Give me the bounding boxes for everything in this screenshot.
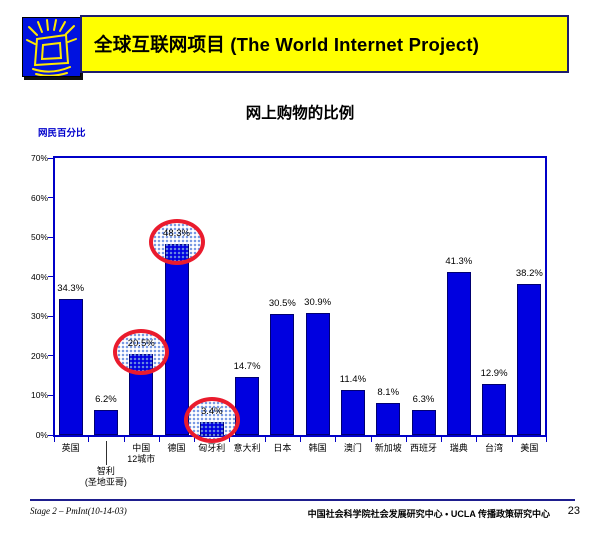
x-tick-mark <box>476 437 478 442</box>
y-tick-label: 10% <box>30 390 48 401</box>
y-tick-mark <box>48 394 53 396</box>
y-tick-label: 70% <box>30 153 48 163</box>
bar-value-label: 48.3% <box>163 227 190 239</box>
y-tick-label: 30% <box>30 311 48 322</box>
x-axis-label: 智利 (圣地亚哥) <box>84 466 127 487</box>
bar <box>411 410 436 435</box>
x-axis-label: 新加坡 <box>374 443 402 453</box>
x-axis-label: 匈牙利 <box>198 443 226 453</box>
bar <box>270 314 295 435</box>
x-tick-mark <box>229 437 231 442</box>
bar-value-label: 41.3% <box>445 255 473 267</box>
footer-organization: 中国社会科学院社会发展研究中心 • UCLA 传播政策研究中心 <box>307 509 550 519</box>
bar-value-label: 14.7% <box>233 360 261 372</box>
bar <box>340 389 365 435</box>
chart-title: 网上购物的比例 <box>245 105 355 122</box>
x-tick-mark <box>511 437 513 442</box>
bar-chart: 0% 10% 20% 30% 40% 50% 60% 70% 34.3% 英国 6.2% 智利 (圣地亚… <box>31 153 547 487</box>
x-axis-label: 台湾 <box>485 443 504 453</box>
x-tick-mark <box>300 437 301 442</box>
bar <box>305 312 330 435</box>
x-tick-mark <box>441 437 443 442</box>
x-axis-label: 中国 12城市 <box>127 443 156 464</box>
bar-value-label: 38.2% <box>515 267 543 279</box>
title-banner: 全球互联网项目 (The World Internet Project) <box>80 15 569 73</box>
x-axis-label: 德国 <box>167 443 186 453</box>
x-axis-label: 瑞典 <box>449 443 468 453</box>
y-tick-mark <box>48 434 53 436</box>
x-axis-label: 日本 <box>273 443 292 453</box>
x-axis-label: 美国 <box>520 443 539 453</box>
y-tick-mark <box>48 236 53 238</box>
highlight-circle <box>183 396 240 443</box>
x-axis-label: 澳门 <box>343 443 362 453</box>
y-axis-title: 网民百分比 <box>38 128 86 139</box>
y-tick-mark <box>48 315 53 317</box>
x-tick-mark <box>546 437 547 442</box>
x-axis-label: 意大利 <box>233 443 261 453</box>
bar-value-label: 30.9% <box>304 296 332 308</box>
x-tick-mark <box>335 437 337 442</box>
y-tick-label: 60% <box>30 192 48 203</box>
highlight-circle <box>148 218 205 265</box>
y-tick-label: 50% <box>30 232 48 243</box>
shining-monitor-icon <box>22 17 81 77</box>
x-tick-mark <box>194 437 196 442</box>
footer-stage-label: Stage 2 – PmInt(10-14-03) <box>30 506 127 516</box>
bar-value-label: 6.3% <box>412 394 435 406</box>
y-tick-mark <box>48 157 53 159</box>
bar <box>93 410 118 435</box>
x-tick-mark <box>264 437 266 442</box>
x-tick-mark <box>88 437 90 442</box>
bar-value-label: 8.1% <box>377 386 400 398</box>
y-tick-mark <box>48 197 53 199</box>
bar-value-label: 20.5% <box>127 337 155 349</box>
x-tick-mark <box>405 437 407 442</box>
bar-value-label: 12.9% <box>480 367 508 379</box>
label-leader-line <box>105 441 107 465</box>
page-number: 23 <box>567 505 580 517</box>
highlight-circle <box>113 328 170 375</box>
x-axis-label: 西班牙 <box>409 443 437 453</box>
bar-value-label: 30.5% <box>268 298 296 310</box>
x-axis-label: 英国 <box>61 443 80 453</box>
bar <box>376 402 401 435</box>
bar <box>58 299 83 435</box>
x-tick-mark <box>123 437 125 442</box>
footer-divider <box>30 499 575 501</box>
bar <box>164 243 189 435</box>
bar <box>482 383 507 435</box>
x-tick-mark <box>370 437 372 442</box>
bar-value-label: 6.2% <box>95 394 117 406</box>
x-axis-label: 韩国 <box>308 443 327 453</box>
y-tick-label: 20% <box>30 350 48 361</box>
y-tick-mark <box>48 276 53 278</box>
x-tick-mark <box>54 437 55 442</box>
y-tick-mark <box>48 355 53 357</box>
y-tick-label: 0% <box>35 430 48 440</box>
bar <box>446 271 471 435</box>
bar <box>517 283 542 435</box>
bar-value-label: 11.4% <box>339 373 367 385</box>
y-tick-label: 40% <box>30 271 48 282</box>
slide-title: 全球互联网项目 (The World Internet Project) <box>94 34 480 55</box>
bar-value-label: 3.4% <box>200 405 223 417</box>
bar-value-label: 34.3% <box>57 283 85 295</box>
x-tick-mark <box>158 437 160 442</box>
